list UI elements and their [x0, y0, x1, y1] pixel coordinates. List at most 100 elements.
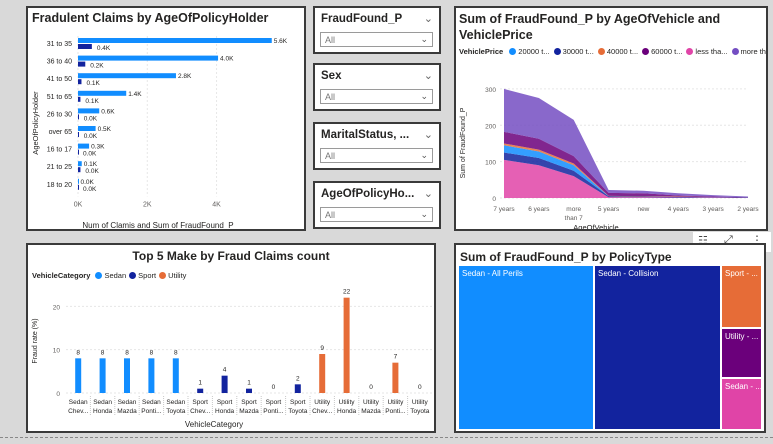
- legend-dot: [597, 48, 605, 55]
- legend-item[interactable]: 20000 t...: [509, 47, 550, 56]
- chevron-down-icon[interactable]: ⌄: [423, 188, 433, 200]
- vehicle-age-chart-title: Sum of FraudFound_P by AgeOfVehicle and …: [459, 12, 721, 42]
- slicer-title: MaritalStatus, ...: [321, 129, 410, 141]
- legend-dot: [159, 272, 167, 279]
- bar-series-2[interactable]: [78, 149, 79, 155]
- legend-item[interactable]: 60000 t...: [642, 47, 682, 56]
- legend-dot: [129, 272, 137, 279]
- legend-label: 30000 t...: [562, 47, 594, 56]
- bar-series-1[interactable]: [78, 73, 176, 79]
- bar-value-label: 8: [76, 349, 80, 356]
- area-series[interactable]: [504, 131, 748, 198]
- treemap-tile-label: Utility - ...: [725, 332, 759, 341]
- legend-item[interactable]: Utility: [159, 271, 186, 280]
- bar-value-label: 0.4K: [97, 45, 111, 52]
- bar-value-label: 22: [343, 289, 351, 296]
- bar[interactable]: [294, 384, 301, 393]
- legend-item[interactable]: less tha...: [686, 47, 728, 56]
- treemap-tile[interactable]: Sedan - All Perils: [459, 266, 593, 429]
- bar[interactable]: [392, 362, 399, 393]
- bar-series-2[interactable]: [78, 61, 86, 67]
- treemap-tile[interactable]: Sedan - ...: [722, 379, 762, 429]
- chevron-down-icon[interactable]: ⌄: [423, 13, 433, 25]
- bar[interactable]: [319, 354, 326, 393]
- bar[interactable]: [148, 358, 155, 393]
- bar[interactable]: [75, 358, 82, 393]
- bar-series-2[interactable]: [78, 96, 81, 102]
- x-tick-make: Mazda: [117, 408, 137, 415]
- legend-item[interactable]: Sedan: [95, 271, 126, 280]
- bar[interactable]: [124, 358, 130, 393]
- bar[interactable]: [197, 388, 204, 393]
- bar-value-label: 0.0K: [83, 186, 97, 193]
- area-series[interactable]: [504, 152, 748, 198]
- chevron-down-icon[interactable]: ⌄: [423, 129, 433, 141]
- bar-series-1[interactable]: [78, 55, 219, 61]
- filter-icon[interactable]: ☷: [698, 235, 708, 247]
- x-tick-make: Toyota: [288, 408, 308, 415]
- treemap-tile[interactable]: Sport - ...: [722, 266, 761, 327]
- legend-item[interactable]: Sport: [129, 271, 156, 280]
- bar-series-2[interactable]: [78, 184, 79, 190]
- x-tick-make: Chev...: [68, 408, 88, 415]
- legend-dot: [553, 48, 561, 55]
- slicer-dropdown[interactable]: All ⌄: [320, 32, 433, 47]
- bar-value-label: 0: [369, 384, 373, 391]
- bar[interactable]: [172, 358, 179, 393]
- treemap-tile[interactable]: Utility - ...: [722, 329, 761, 377]
- area-series[interactable]: [504, 145, 748, 198]
- bar-value-label: 0.0K: [84, 115, 98, 122]
- bar-series-2[interactable]: [78, 167, 81, 173]
- bar-series-1[interactable]: [78, 161, 82, 167]
- bar-series-1[interactable]: [78, 90, 127, 96]
- x-tick-make: Toyota: [410, 408, 430, 415]
- slicer-title: AgeOfPolicyHo...: [321, 188, 415, 200]
- x-tick-category: Sport: [241, 399, 257, 406]
- legend-item[interactable]: 30000 t...: [553, 47, 594, 56]
- bar-series-1[interactable]: [78, 108, 100, 114]
- focus-mode-icon[interactable]: ⤢: [724, 234, 733, 246]
- x-tick-category: Sport: [217, 399, 233, 406]
- bar-series-2[interactable]: [78, 132, 79, 137]
- legend-dot: [642, 48, 650, 55]
- legend-dot: [509, 48, 517, 55]
- bar-value-label: 0.1K: [86, 80, 100, 87]
- x-tick-make: Chev...: [312, 408, 332, 415]
- bar-value-label: 8: [174, 349, 178, 356]
- area-series[interactable]: [504, 143, 748, 198]
- slicer-value: All: [325, 151, 336, 161]
- bar-value-label: 0.6K: [101, 108, 115, 115]
- x-tick-label: 7 years: [493, 206, 515, 213]
- bar-value-label: 8: [101, 349, 105, 356]
- legend-item[interactable]: 40000 t...: [597, 47, 638, 56]
- legend-item[interactable]: more th...: [731, 47, 766, 56]
- y-category-label: 26 to 30: [47, 111, 72, 118]
- bar[interactable]: [246, 388, 252, 393]
- legend-dot: [686, 48, 694, 55]
- slicer-dropdown[interactable]: All ⌄: [320, 89, 433, 104]
- slicer-dropdown[interactable]: All ⌄: [320, 207, 433, 222]
- top5-make-chart-panel: Top 5 Make by Fraud Claims count Vehicle…: [26, 243, 436, 433]
- bar-series-1[interactable]: [78, 126, 96, 131]
- slicer-dropdown[interactable]: All ⌄: [320, 148, 433, 163]
- treemap-tile[interactable]: Sedan - Collision: [595, 266, 720, 429]
- x-axis-title: Num of Clamis and Sum of FraudFound_P: [82, 221, 233, 228]
- treemap-tile-label: Sedan - Collision: [598, 269, 659, 278]
- bar[interactable]: [99, 358, 106, 393]
- area-series[interactable]: [504, 159, 748, 198]
- bar[interactable]: [221, 375, 228, 393]
- legend-label: Sedan: [104, 271, 127, 280]
- bar-value-label: 0.0K: [84, 133, 98, 140]
- bar-series-2[interactable]: [78, 114, 79, 120]
- bar-series-1[interactable]: [78, 178, 79, 184]
- bar-series-2[interactable]: [78, 44, 92, 49]
- bar[interactable]: [343, 297, 350, 393]
- bar-series-1[interactable]: [78, 38, 272, 43]
- bar-series-2[interactable]: [78, 79, 82, 85]
- chevron-down-icon[interactable]: ⌄: [423, 70, 433, 82]
- x-tick-make: Honda: [337, 408, 357, 415]
- area-series[interactable]: [504, 88, 748, 198]
- x-tick-label: new: [637, 206, 649, 213]
- bar-series-1[interactable]: [78, 143, 90, 149]
- y-tick-label: 300: [485, 87, 496, 94]
